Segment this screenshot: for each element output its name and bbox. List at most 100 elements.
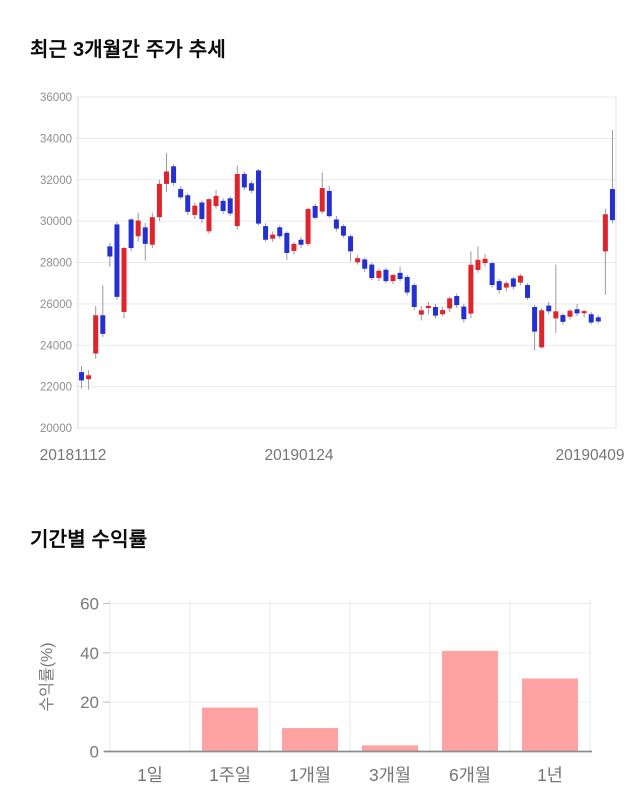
y-tick-label: 40 [80,644,99,663]
candle-down [546,305,552,312]
y-tick-label: 60 [80,595,99,614]
candle-down [383,269,389,282]
candle-up [517,275,523,283]
candle-up [425,305,431,309]
y-tick-label: 34000 [40,133,72,145]
candle-down [333,219,339,229]
y-tick-label: 0 [90,743,99,762]
candle-up [567,310,573,317]
candle-up [553,311,559,319]
candle-up [121,248,127,312]
candle-down [326,190,332,217]
candle-up [135,220,141,237]
candle-down [510,278,516,287]
returns-chart-title: 기간별 수익률 [30,529,148,551]
x-axis-label: 20181112 [40,447,107,464]
x-category-label: 1주일 [209,765,251,785]
candle-down [362,259,368,269]
price-chart-title: 최근 3개월간 주가 추세 [30,39,226,61]
candle-down [298,239,304,245]
candle-down [185,195,191,212]
candle-up [86,375,92,380]
candle-up [305,209,311,244]
candle-up [213,195,219,207]
x-category-label: 6개월 [449,765,491,785]
candle-up [539,310,545,348]
y-tick-label: 22000 [40,382,72,394]
candle-down [248,183,254,191]
candle-up [149,217,155,245]
candle-up [234,173,240,227]
candle-down [107,246,113,257]
price-candlestick-chart: 36000 34000 32000 30000 28000 26000 24000 22000… [40,92,625,464]
candle-down [574,309,580,314]
return-bar [202,707,258,752]
candle-down [588,314,594,323]
candle-down [241,173,247,188]
candle-down [496,281,502,291]
x-category-label: 1년 [537,765,563,785]
candle-up [482,258,488,264]
candle-down [199,202,205,220]
y-tick-label: 30000 [40,216,72,228]
candle-up [156,183,162,218]
candle-down [461,306,467,320]
candle-down [411,285,417,307]
y-tick-label: 28000 [40,258,72,270]
candle-down [348,236,354,252]
candle-down [560,315,566,322]
candle-down [489,263,495,286]
candle-down [525,285,531,298]
candle-up [581,311,587,314]
candle-down [277,227,283,237]
y-tick-label: 24000 [40,340,72,352]
x-category-label: 1개월 [289,765,331,785]
candle-up [376,270,382,279]
candle-down [178,189,184,198]
candle-down [340,226,346,236]
y-tick-label: 20000 [40,423,72,435]
candle-up [206,199,212,232]
candle-down [256,170,262,224]
candle-down [227,198,233,214]
candle-down [532,306,538,332]
candle-up [440,310,446,315]
return-bar [442,650,498,752]
candle-down [100,315,106,334]
returns-bar-chart: 60 40 20 0 1일 1주일 1개월 3개월 6개월 1년 수익률(%) [38,595,592,785]
x-category-label: 1일 [137,765,163,785]
candle-up [163,171,169,184]
return-bar [362,745,418,752]
candle-down [454,296,460,306]
candle-up [93,315,99,354]
candle-up [503,283,509,288]
y-axis-title: 수익률(%) [38,642,56,711]
candle-up [270,234,276,239]
candle-up [355,258,361,263]
candle-down [369,264,375,279]
candle-down [595,317,601,322]
candle-down [128,219,134,249]
candle-up [468,264,474,314]
candle-down [114,224,120,297]
candle-up [192,205,198,215]
candle-up [447,298,453,309]
candle-down [171,166,177,183]
x-axis-label: 20190124 [265,447,334,464]
y-tick-label: 26000 [40,299,72,311]
candle-down [312,206,318,218]
y-tick-label: 36000 [40,92,72,104]
candle-down [142,227,148,244]
candle-down [404,276,410,293]
candle-down [397,272,403,280]
candle-up [390,274,396,282]
candle-up [475,259,481,270]
candle-down [263,226,269,240]
candle-down [609,189,615,221]
candle-up [602,214,608,252]
candle-down [220,200,226,211]
return-bar [522,678,578,752]
candle-down [79,372,85,381]
x-axis-label: 20190409 [556,447,625,464]
